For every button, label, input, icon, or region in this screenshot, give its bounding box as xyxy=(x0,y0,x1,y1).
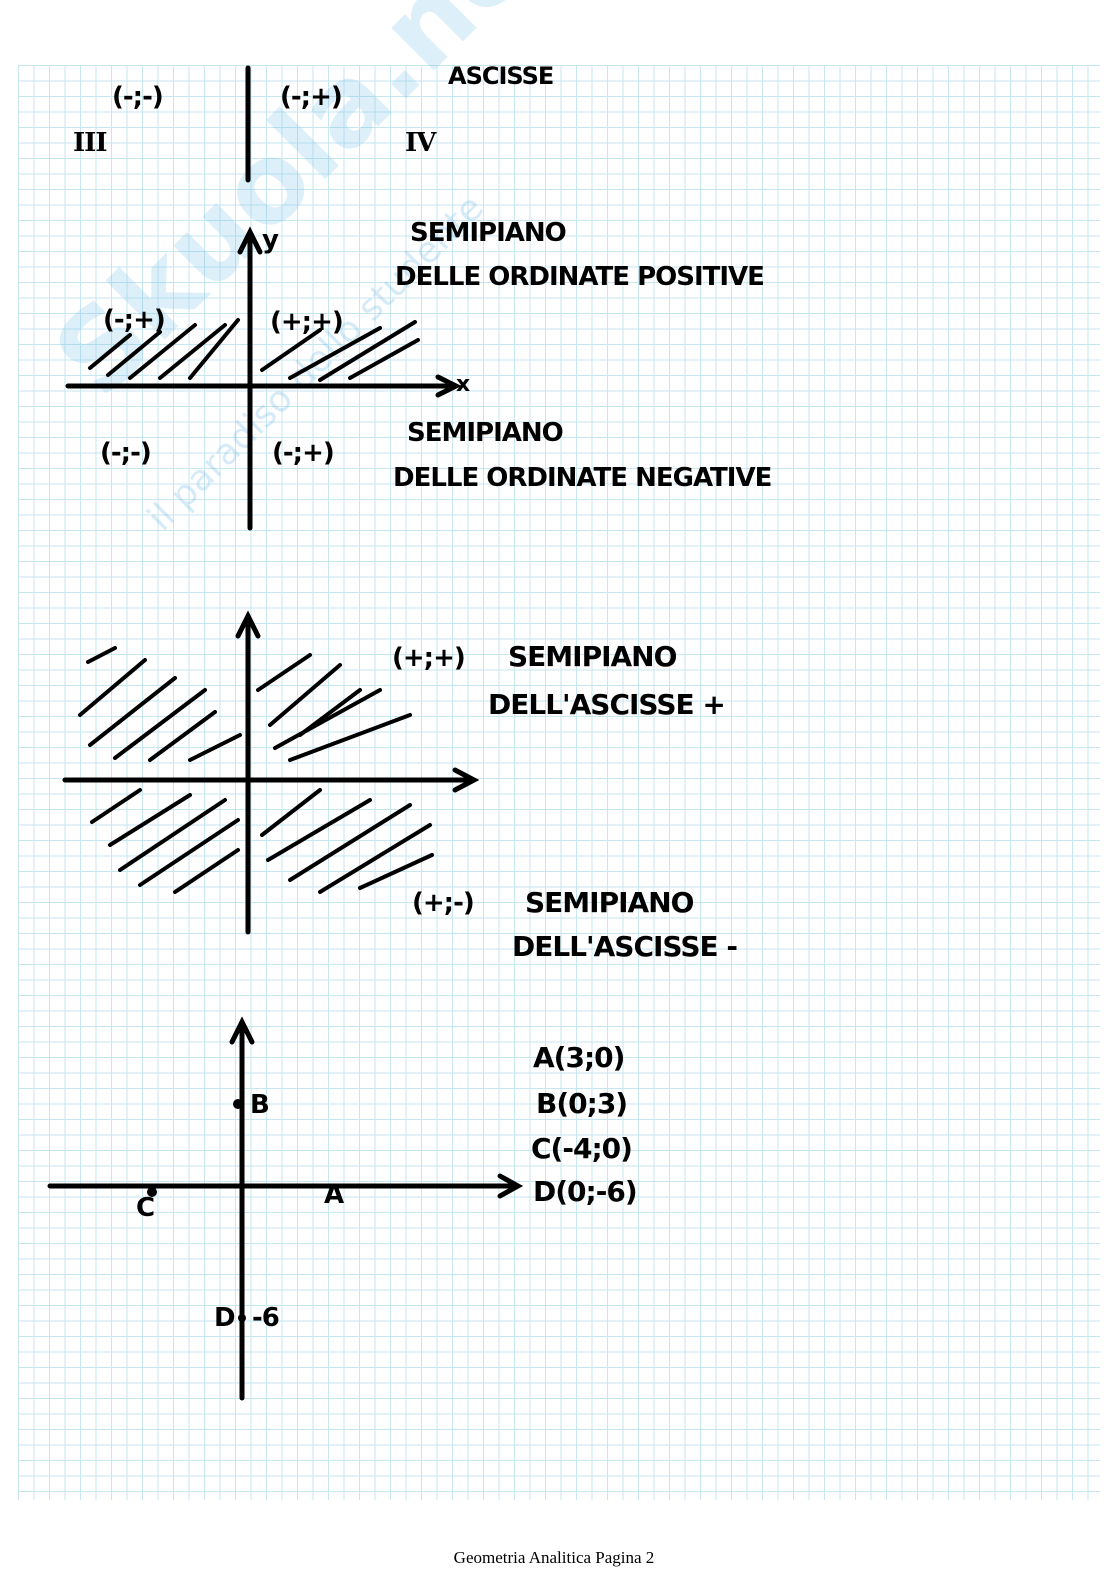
arrow xyxy=(497,1173,524,1199)
coordinate: B(0;3) xyxy=(536,1087,628,1120)
tick-label: -6 xyxy=(252,1303,280,1333)
arrow xyxy=(435,374,462,398)
point xyxy=(238,1314,246,1322)
label: SEMIPIANO xyxy=(525,886,694,919)
label: DELL'ASCISSE + xyxy=(488,688,726,721)
point xyxy=(233,1099,243,1109)
label: DELLE ORDINATE NEGATIVE xyxy=(393,463,772,493)
sign: (+;+) xyxy=(392,643,466,673)
sign: (+;-) xyxy=(412,888,475,918)
label: DELL'ASCISSE - xyxy=(512,930,738,963)
hatching xyxy=(78,646,434,894)
arrow xyxy=(237,226,263,255)
quadrant: IV xyxy=(405,128,436,158)
point-label: A xyxy=(324,1180,344,1210)
label: ASCISSE xyxy=(448,62,554,90)
sign: (-;+) xyxy=(103,305,166,335)
arrow xyxy=(229,1016,255,1045)
label: SEMIPIANO xyxy=(410,218,567,248)
axis-label: y xyxy=(262,225,279,255)
label: SEMIPIANO xyxy=(508,640,677,673)
arrow xyxy=(452,767,480,793)
label: SEMIPIANO xyxy=(407,418,564,448)
sign: (-;+) xyxy=(272,438,335,468)
coordinate: A(3;0) xyxy=(533,1041,625,1074)
hatching xyxy=(88,318,420,382)
label: DELLE ORDINATE POSITIVE xyxy=(395,262,765,292)
point-label: B xyxy=(250,1090,270,1120)
sign: (-;-) xyxy=(100,438,152,468)
footer: Geometria Analitica Pagina 2 xyxy=(453,1548,655,1567)
sign: (-;-) xyxy=(112,82,164,112)
point-label: D xyxy=(214,1303,236,1333)
coordinate: D(0;-6) xyxy=(533,1175,638,1208)
arrow xyxy=(235,610,261,639)
sign: (+;+) xyxy=(270,307,344,337)
sign: (-;+) xyxy=(280,82,343,112)
quadrant: III xyxy=(73,128,107,158)
point-label: C xyxy=(136,1193,155,1223)
coordinate: C(-4;0) xyxy=(531,1132,633,1165)
axis-label: x xyxy=(456,372,470,397)
point xyxy=(147,1187,157,1197)
